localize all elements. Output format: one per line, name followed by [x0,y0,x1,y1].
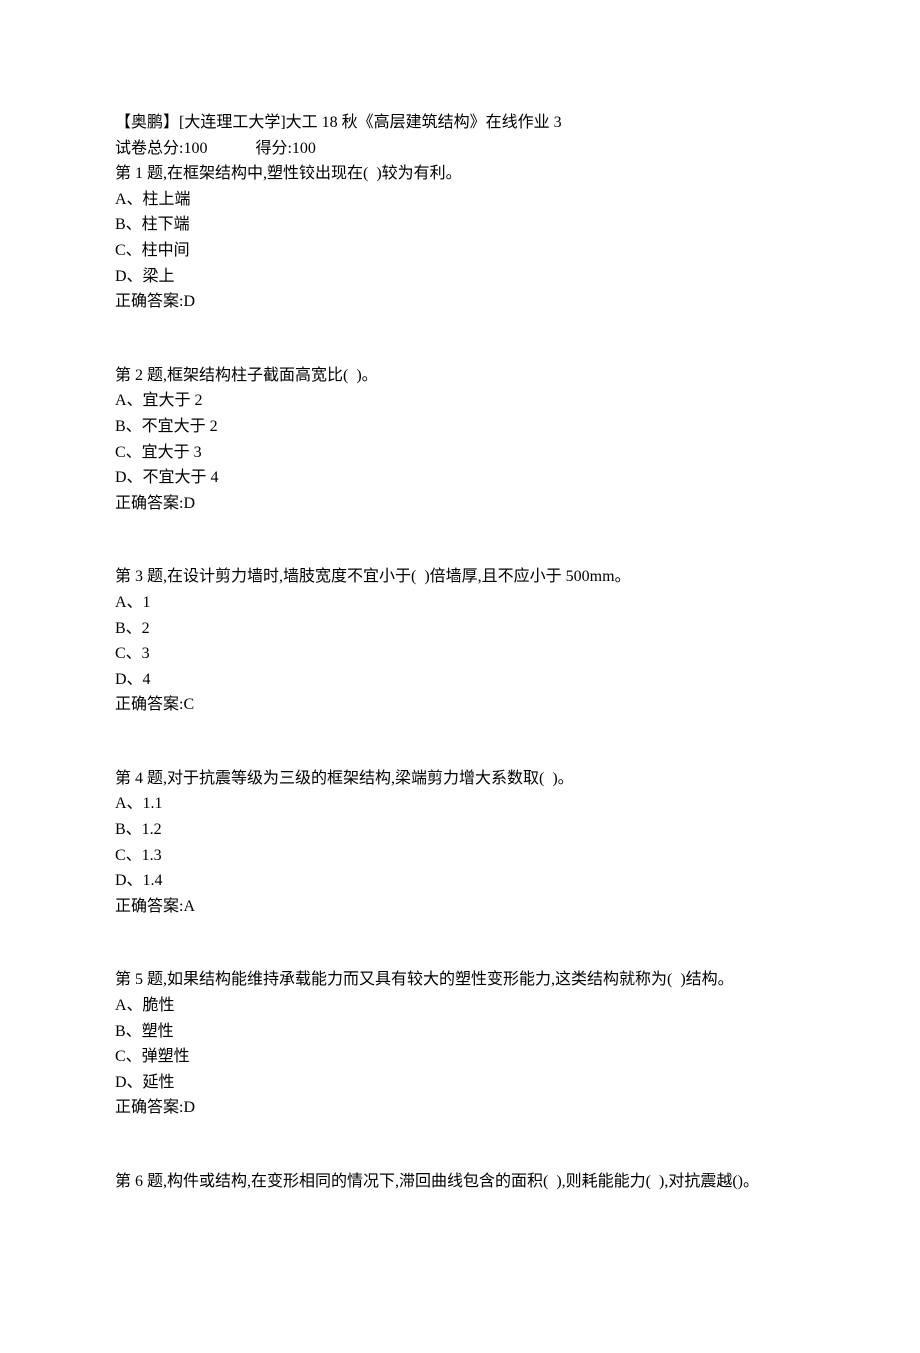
option-a: A、脆性 [115,993,805,1019]
total-score-label: 试卷总分:100 [115,140,207,157]
document-header: 【奥鹏】[大连理工大学]大工 18 秋《高层建筑结构》在线作业 3 试卷总分:1… [115,110,805,161]
question-6: 第 6 题,构件或结构,在变形相同的情况下,滞回曲线包含的面积( ),则耗能能力… [115,1169,805,1195]
question-body: ,框架结构柱子截面高宽比( )。 [163,367,378,384]
option-d: D、梁上 [115,264,805,290]
option-b: B、塑性 [115,1019,805,1045]
option-c: C、1.3 [115,843,805,869]
question-body: ,在框架结构中,塑性铰出现在( )较为有利。 [163,165,462,182]
option-c: C、柱中间 [115,238,805,264]
option-d: D、不宜大于 4 [115,465,805,491]
question-2: 第 2 题,框架结构柱子截面高宽比( )。 A、宜大于 2 B、不宜大于 2 C… [115,363,805,517]
option-b: B、2 [115,616,805,642]
answer-line: 正确答案:D [115,1095,805,1121]
question-text: 第 4 题,对于抗震等级为三级的框架结构,梁端剪力增大系数取( )。 [115,766,805,792]
option-c: C、宜大于 3 [115,440,805,466]
option-a: A、1 [115,590,805,616]
answer-line: 正确答案:A [115,894,805,920]
question-4: 第 4 题,对于抗震等级为三级的框架结构,梁端剪力增大系数取( )。 A、1.1… [115,766,805,920]
question-number: 第 2 题 [115,367,163,384]
option-a: A、柱上端 [115,187,805,213]
question-number: 第 5 题 [115,971,163,988]
option-d: D、1.4 [115,868,805,894]
option-b: B、1.2 [115,817,805,843]
question-body: ,对于抗震等级为三级的框架结构,梁端剪力增大系数取( )。 [163,770,574,787]
question-text: 第 3 题,在设计剪力墙时,墙肢宽度不宜小于( )倍墙厚,且不应小于 500mm… [115,564,805,590]
document-title: 【奥鹏】[大连理工大学]大工 18 秋《高层建筑结构》在线作业 3 [115,110,805,136]
question-number: 第 1 题 [115,165,163,182]
option-b: B、柱下端 [115,212,805,238]
option-d: D、延性 [115,1070,805,1096]
answer-line: 正确答案:D [115,289,805,315]
answer-line: 正确答案:C [115,692,805,718]
option-b: B、不宜大于 2 [115,414,805,440]
answer-line: 正确答案:D [115,491,805,517]
question-body: ,构件或结构,在变形相同的情况下,滞回曲线包含的面积( ),则耗能能力( ),对… [163,1173,759,1190]
question-body: ,在设计剪力墙时,墙肢宽度不宜小于( )倍墙厚,且不应小于 500mm。 [163,568,631,585]
question-number: 第 4 题 [115,770,163,787]
score-line: 试卷总分:100 得分:100 [115,136,805,162]
question-text: 第 5 题,如果结构能维持承载能力而又具有较大的塑性变形能力,这类结构就称为( … [115,967,805,993]
option-d: D、4 [115,667,805,693]
option-c: C、3 [115,641,805,667]
option-a: A、1.1 [115,791,805,817]
question-5: 第 5 题,如果结构能维持承载能力而又具有较大的塑性变形能力,这类结构就称为( … [115,967,805,1121]
result-score-label: 得分:100 [255,140,315,157]
question-text: 第 2 题,框架结构柱子截面高宽比( )。 [115,363,805,389]
question-text: 第 6 题,构件或结构,在变形相同的情况下,滞回曲线包含的面积( ),则耗能能力… [115,1169,805,1195]
question-text: 第 1 题,在框架结构中,塑性铰出现在( )较为有利。 [115,161,805,187]
option-a: A、宜大于 2 [115,388,805,414]
question-number: 第 3 题 [115,568,163,585]
option-c: C、弹塑性 [115,1044,805,1070]
question-3: 第 3 题,在设计剪力墙时,墙肢宽度不宜小于( )倍墙厚,且不应小于 500mm… [115,564,805,718]
question-number: 第 6 题 [115,1173,163,1190]
question-1: 第 1 题,在框架结构中,塑性铰出现在( )较为有利。 A、柱上端 B、柱下端 … [115,161,805,315]
question-body: ,如果结构能维持承载能力而又具有较大的塑性变形能力,这类结构就称为( )结构。 [163,971,734,988]
